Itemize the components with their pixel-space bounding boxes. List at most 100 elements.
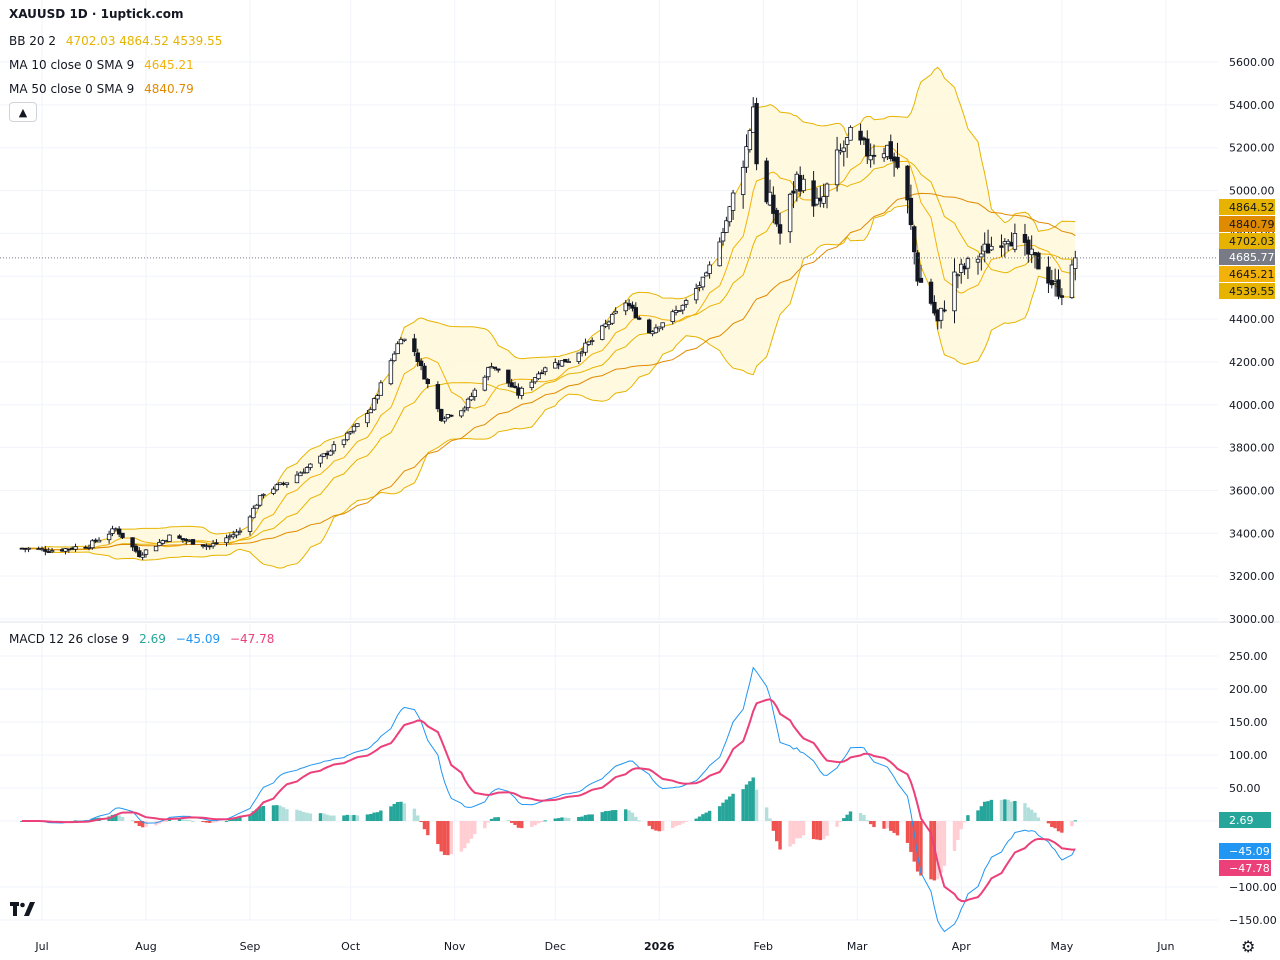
candle-body bbox=[754, 103, 759, 165]
macd-histogram-bar bbox=[275, 805, 279, 821]
collapse-legend-button[interactable]: ▲ bbox=[9, 102, 37, 122]
candle-body bbox=[110, 528, 115, 534]
candle bbox=[177, 534, 182, 539]
candle-body bbox=[469, 396, 474, 401]
bb-upper-value: 4864.52 bbox=[119, 34, 169, 48]
macd-histogram-bar bbox=[999, 799, 1004, 821]
macd-histogram-bar bbox=[580, 816, 584, 821]
macd-histogram-bar bbox=[677, 821, 682, 826]
gear-icon[interactable]: ⚙ bbox=[1241, 937, 1256, 956]
candle-body bbox=[492, 366, 498, 369]
macd-histogram-bar bbox=[1046, 821, 1051, 824]
macd-histogram-bar bbox=[530, 821, 534, 827]
ma50-legend[interactable]: MA 50 close 0 SMA 9 4840.79 bbox=[9, 82, 194, 96]
time-axis-label: Mar bbox=[847, 940, 868, 953]
macd-histogram-bar bbox=[1029, 809, 1034, 821]
candle-body bbox=[415, 352, 420, 363]
candle-body bbox=[392, 353, 397, 362]
macd-histogram-bar bbox=[590, 814, 594, 821]
candle bbox=[345, 431, 350, 442]
candle-body bbox=[1012, 233, 1018, 250]
candle bbox=[613, 307, 618, 315]
macd-histogram-bar bbox=[90, 818, 95, 821]
candle bbox=[683, 298, 689, 308]
candle bbox=[341, 439, 347, 448]
candle bbox=[536, 371, 541, 380]
macd-histogram-bar bbox=[731, 793, 735, 821]
candle bbox=[1073, 250, 1078, 281]
candle-body bbox=[130, 537, 135, 548]
candle bbox=[677, 310, 682, 312]
macd-histogram-bar bbox=[1073, 820, 1077, 822]
candle bbox=[626, 299, 632, 310]
macd-histogram-bar bbox=[345, 814, 349, 821]
candle bbox=[472, 387, 477, 401]
candle bbox=[328, 449, 333, 456]
tradingview-logo-icon bbox=[10, 900, 36, 922]
macd-histogram-bar bbox=[795, 821, 799, 839]
macd-histogram-bar bbox=[567, 818, 571, 821]
macd-histogram-bar bbox=[956, 821, 960, 840]
candle-body bbox=[626, 303, 632, 307]
macd-histogram-bar bbox=[161, 821, 165, 823]
candle-body bbox=[744, 146, 749, 168]
macd-histogram-bar bbox=[791, 821, 796, 845]
candle bbox=[375, 393, 380, 404]
candle bbox=[90, 539, 95, 550]
candle bbox=[254, 503, 259, 509]
macd-histogram-bar bbox=[845, 814, 849, 821]
macd-histogram-bar bbox=[369, 814, 373, 821]
macd-histogram-bar bbox=[681, 821, 685, 824]
candle-body bbox=[96, 539, 102, 543]
bb-legend[interactable]: BB 20 2 4702.03 4864.52 4539.55 bbox=[9, 34, 222, 48]
candle bbox=[304, 466, 310, 474]
candle-body bbox=[868, 155, 873, 161]
macd-histogram-bar bbox=[563, 817, 568, 821]
macd-histogram-bar bbox=[439, 821, 443, 852]
candle-body bbox=[234, 531, 239, 536]
candle-body bbox=[257, 495, 263, 506]
candle-body bbox=[774, 209, 779, 225]
candle-body bbox=[328, 450, 333, 456]
macd-histogram-bar bbox=[701, 814, 705, 821]
bb-middle-value: 4702.03 bbox=[65, 34, 116, 48]
macd-legend[interactable]: MACD 12 26 close 9 2.69 −45.09 −47.78 bbox=[9, 632, 274, 646]
macd-histogram-bar bbox=[647, 821, 651, 826]
candle bbox=[989, 236, 994, 251]
macd-histogram-bar bbox=[308, 813, 313, 821]
candle bbox=[633, 302, 638, 319]
candle-body bbox=[824, 183, 830, 197]
candle bbox=[1059, 288, 1065, 306]
candle bbox=[586, 341, 592, 347]
candle-body bbox=[1046, 266, 1051, 284]
ma10-legend[interactable]: MA 10 close 0 SMA 9 4645.21 bbox=[9, 58, 194, 72]
macd-histogram-bar bbox=[231, 818, 235, 821]
candle bbox=[512, 381, 518, 389]
macd-histogram-bar bbox=[379, 810, 383, 821]
candle-body bbox=[566, 361, 571, 363]
candle bbox=[787, 192, 793, 243]
price-badge: 4864.52 bbox=[1219, 199, 1275, 215]
candle-body bbox=[670, 311, 675, 322]
candle bbox=[717, 237, 722, 267]
candle-body bbox=[589, 340, 595, 342]
chevron-up-icon: ▲ bbox=[18, 105, 28, 119]
macd-histogram-bar bbox=[305, 812, 309, 821]
macd-histogram-bar bbox=[613, 810, 618, 821]
candle-body bbox=[848, 126, 853, 141]
price-badge-label: 4840.79 bbox=[1229, 218, 1275, 231]
candle-body bbox=[237, 530, 243, 533]
candle bbox=[744, 134, 749, 173]
macd-badge: −45.09 bbox=[1219, 843, 1271, 859]
candle bbox=[298, 471, 303, 477]
price-badge-box bbox=[1219, 233, 1275, 249]
candle-body bbox=[576, 352, 581, 362]
macd-histogram-bar bbox=[583, 815, 588, 821]
macd-histogram-bar bbox=[634, 816, 638, 821]
price-axis-label: 4400.00 bbox=[1229, 313, 1275, 326]
price-badge-label: 4864.52 bbox=[1229, 201, 1275, 214]
candle bbox=[791, 181, 796, 209]
macd-histogram-bar bbox=[486, 821, 490, 823]
candle-body bbox=[965, 258, 971, 269]
